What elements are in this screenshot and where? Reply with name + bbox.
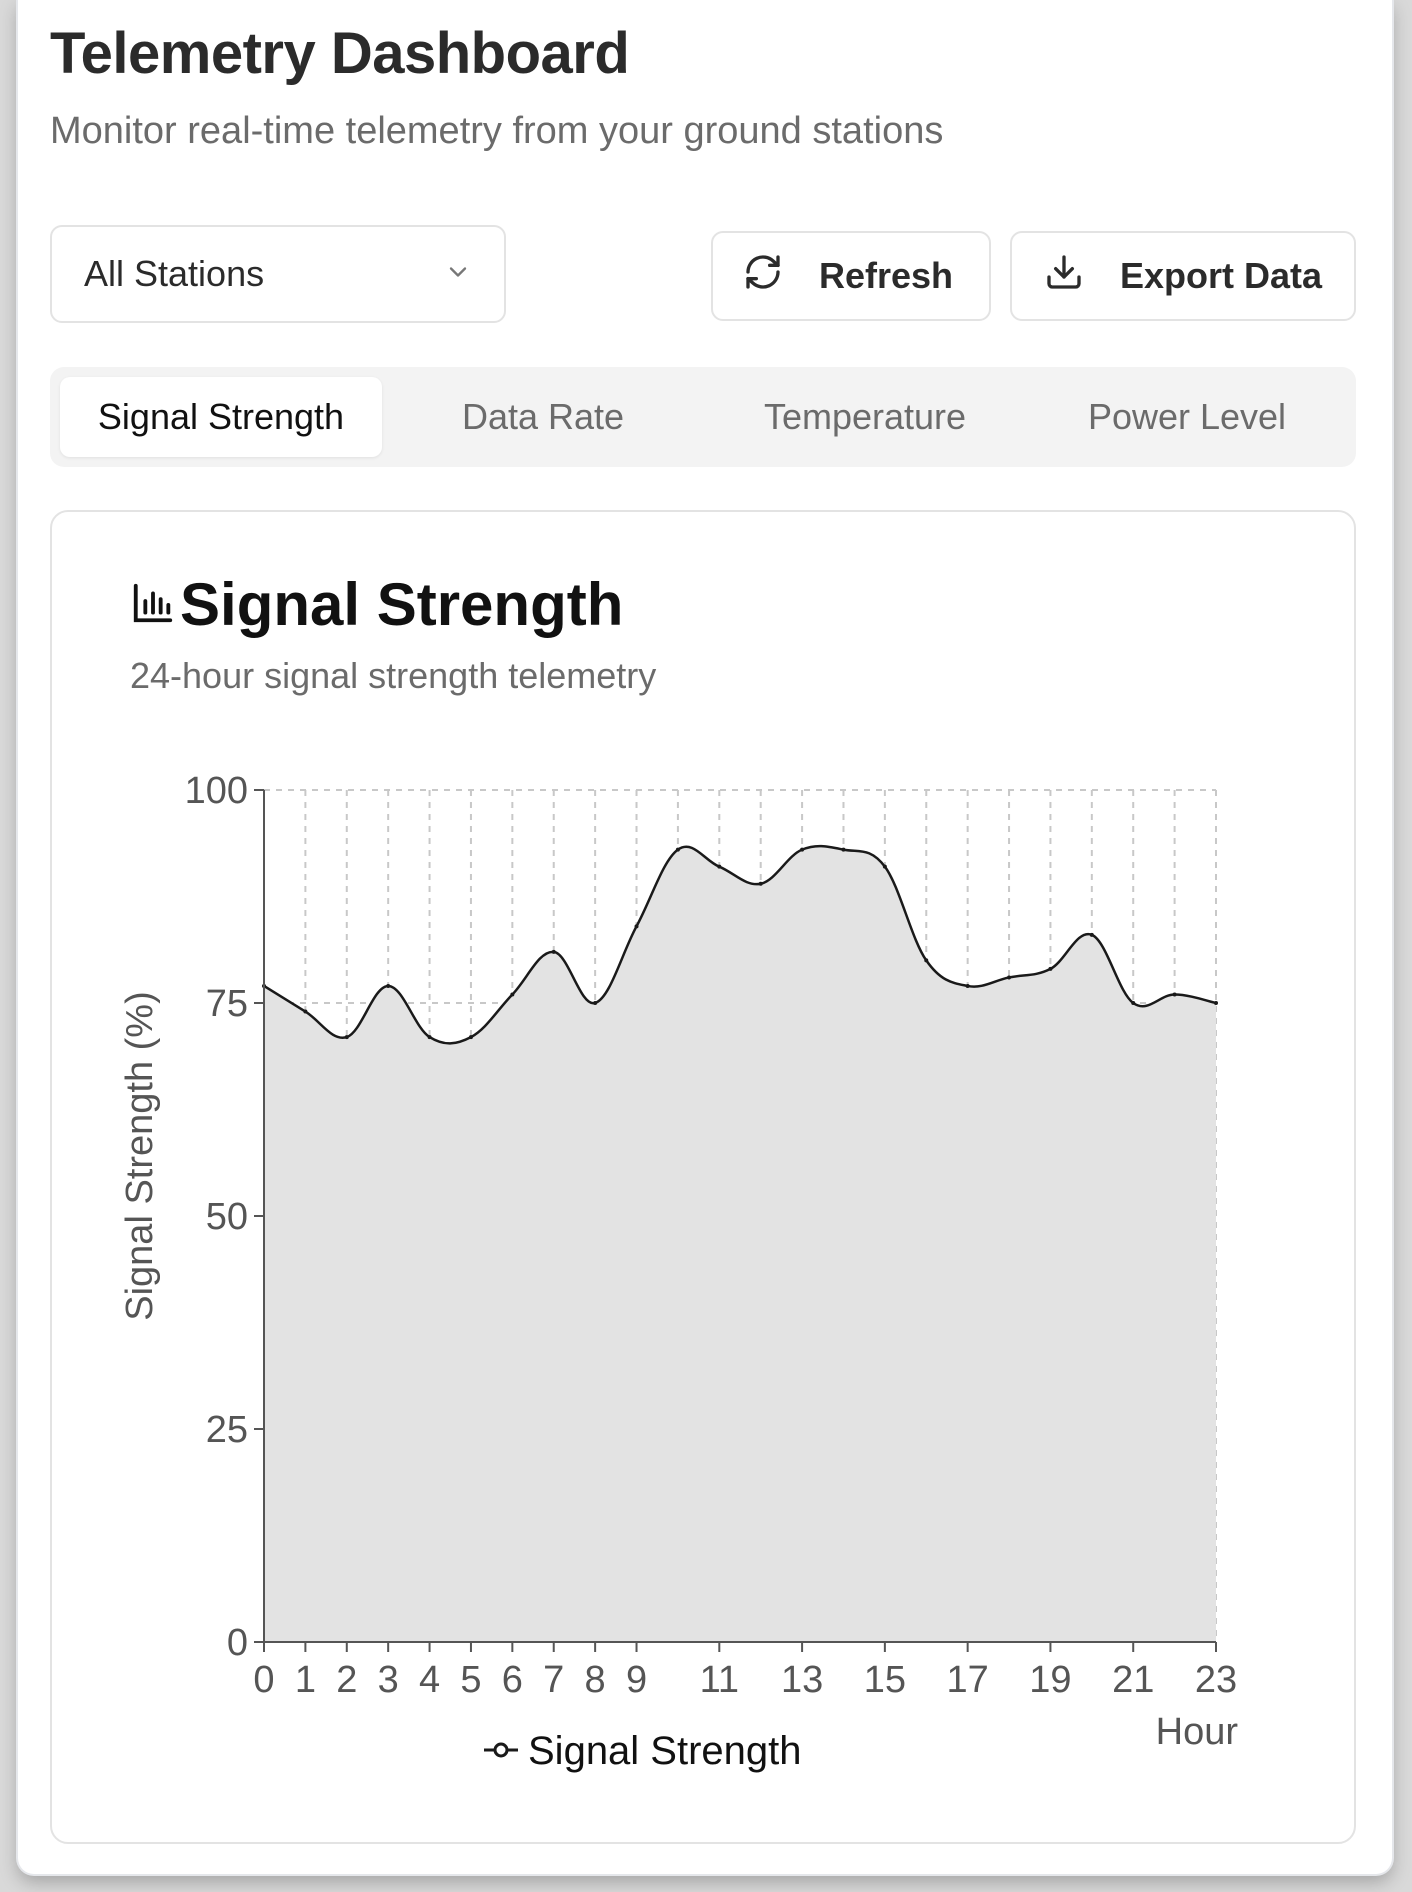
metric-tabs: Signal Strength Data Rate Temperature Po… (50, 367, 1356, 467)
y-tick-label: 0 (227, 1622, 248, 1664)
y-tick-label: 100 (185, 770, 248, 812)
data-point (1172, 992, 1177, 997)
page-subtitle: Monitor real-time telemetry from your gr… (50, 110, 944, 152)
data-point (1089, 932, 1094, 937)
data-point (303, 1009, 308, 1014)
x-tick-label: 0 (253, 1659, 274, 1701)
x-tick-label: 23 (1195, 1659, 1237, 1701)
data-point (427, 1035, 432, 1040)
data-point (1048, 966, 1053, 971)
x-tick-label: 4 (419, 1659, 440, 1701)
legend-label: Signal Strength (528, 1729, 802, 1773)
refresh-label: Refresh (819, 255, 954, 296)
card-title: Signal Strength (180, 571, 624, 638)
x-tick-label: 3 (378, 1659, 399, 1701)
dashboard-window: Telemetry Dashboard Monitor real-time te… (18, 0, 1392, 1874)
station-select[interactable]: All Stations (50, 225, 506, 323)
data-point (344, 1035, 349, 1040)
tab-signal-strength[interactable]: Signal Strength (60, 377, 382, 457)
export-label: Export Data (1120, 255, 1323, 296)
card-subtitle: 24-hour signal strength telemetry (130, 655, 657, 696)
data-point (882, 864, 887, 869)
y-tick-label: 50 (206, 1196, 248, 1238)
y-axis-label: Signal Strength (%) (119, 991, 161, 1321)
x-tick-label: 19 (1029, 1659, 1071, 1701)
export-data-button[interactable]: Export Data (1010, 231, 1356, 321)
data-point (800, 847, 805, 852)
x-tick-label: 13 (781, 1659, 823, 1701)
y-tick-label: 25 (206, 1409, 248, 1451)
x-tick-label: 11 (700, 1659, 739, 1701)
y-tick-label: 75 (206, 983, 248, 1025)
refresh-icon (743, 252, 783, 301)
bar-chart-icon (130, 580, 176, 631)
x-tick-label: 17 (947, 1659, 989, 1701)
x-tick-label: 2 (336, 1659, 357, 1701)
refresh-button[interactable]: Refresh (711, 231, 991, 321)
data-point (924, 958, 929, 963)
tab-power-level[interactable]: Power Level (1087, 396, 1287, 437)
x-axis-label: Hour (1156, 1711, 1239, 1753)
x-tick-label: 1 (295, 1659, 316, 1701)
data-point (841, 847, 846, 852)
data-point (510, 992, 515, 997)
x-tick-label: 8 (585, 1659, 606, 1701)
area-fill (264, 846, 1216, 1642)
x-tick-label: 6 (502, 1659, 523, 1701)
chevron-down-icon (444, 258, 472, 291)
station-select-value: All Stations (84, 253, 265, 294)
data-point (965, 983, 970, 988)
data-point (717, 864, 722, 869)
data-point (386, 983, 391, 988)
x-tick-label: 7 (543, 1659, 564, 1701)
data-point (675, 847, 680, 852)
x-tick-label: 5 (460, 1659, 481, 1701)
x-tick-label: 21 (1112, 1659, 1154, 1701)
download-icon (1044, 252, 1084, 301)
tab-temperature[interactable]: Temperature (763, 396, 967, 437)
data-point (634, 924, 639, 929)
x-tick-label: 9 (626, 1659, 647, 1701)
data-point (551, 949, 556, 954)
data-point (1007, 975, 1012, 980)
page-title: Telemetry Dashboard (50, 21, 630, 86)
data-point (1214, 1001, 1218, 1005)
tab-data-rate[interactable]: Data Rate (461, 396, 625, 437)
data-point (758, 881, 763, 886)
x-tick-label: 15 (864, 1659, 906, 1701)
data-point (468, 1035, 473, 1040)
data-point (593, 1001, 598, 1005)
data-point (1131, 1001, 1136, 1005)
legend-marker-icon (493, 1742, 509, 1758)
